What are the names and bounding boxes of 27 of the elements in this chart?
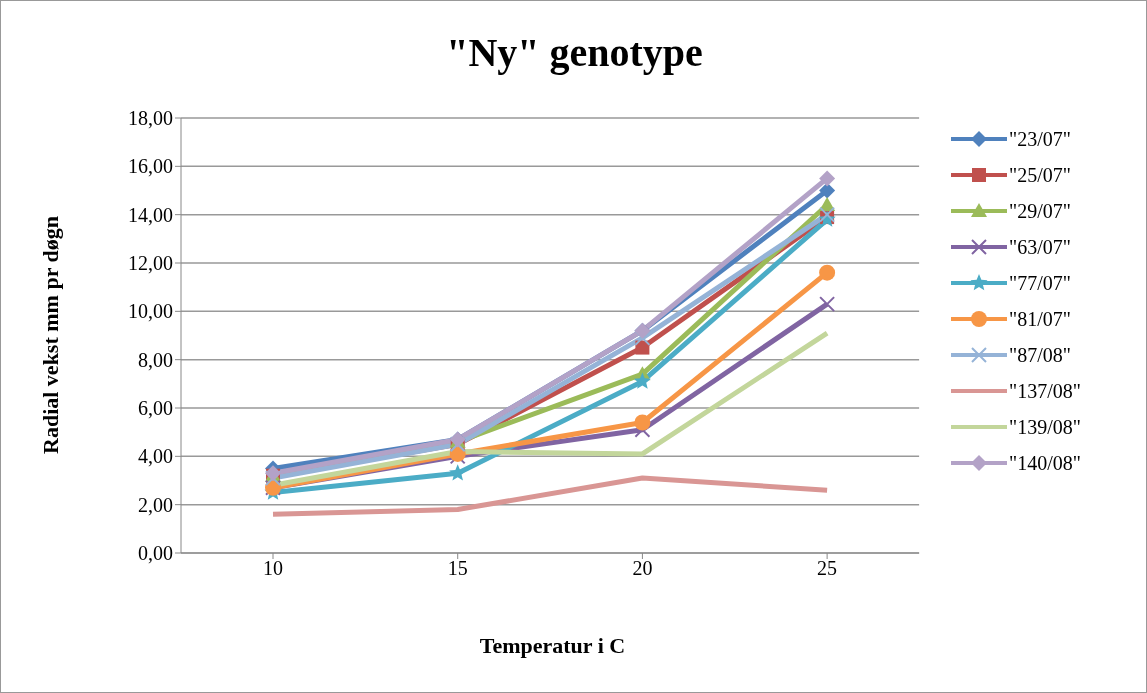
legend-label: "77/07"	[1009, 271, 1071, 295]
y-tick-label: 2,00	[138, 493, 173, 516]
y-tick-label: 12,00	[128, 252, 173, 275]
y-tick-label: 0,00	[138, 542, 173, 565]
y-tick-label: 6,00	[138, 397, 173, 420]
legend-label: "63/07"	[1009, 235, 1071, 259]
y-tick-label: 14,00	[128, 203, 173, 226]
x-tick-label: 20	[632, 557, 653, 580]
legend-label: "25/07"	[1009, 163, 1071, 187]
legend-label: "137/08"	[1009, 379, 1081, 403]
legend-label: "139/08"	[1009, 415, 1081, 439]
x-tick-label: 10	[263, 557, 283, 580]
legend-label: "87/08"	[1009, 343, 1071, 367]
x-tick-label: 25	[817, 557, 838, 580]
x-axis-title: Temperatur i C	[478, 633, 627, 659]
legend-label: "140/08"	[1009, 451, 1081, 475]
y-tick-label: 10,00	[128, 300, 173, 323]
y-tick-label: 16,00	[128, 155, 173, 178]
legend-label: "29/07"	[1009, 199, 1071, 223]
y-tick-label: 4,00	[138, 445, 173, 468]
legend-label: "81/07"	[1009, 307, 1071, 331]
x-tick-label: 15	[447, 557, 468, 580]
y-axis-title: Radial vekst mm pr døgn	[38, 216, 64, 454]
y-tick-label: 18,00	[128, 107, 173, 130]
legend-label: "23/07"	[1009, 127, 1071, 151]
y-tick-label: 8,00	[138, 348, 173, 371]
chart-title: "Ny" genotype	[445, 29, 704, 76]
